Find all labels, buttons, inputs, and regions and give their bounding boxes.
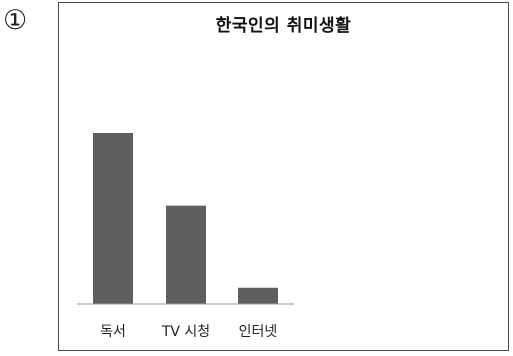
x-tick-label-3: 인터넷 xyxy=(239,324,278,340)
bars-group xyxy=(93,133,278,304)
figure-marker: ① xyxy=(3,5,28,36)
x-tick-label-1: 독서 xyxy=(100,324,126,340)
chart-title: 한국인의 취미생활 xyxy=(215,16,352,36)
x-tick-label-2: TV 시청 xyxy=(161,324,210,340)
bar-3 xyxy=(238,287,278,304)
bar-1 xyxy=(93,133,133,304)
x-tick-labels: 독서 TV 시청 인터넷 xyxy=(100,324,277,340)
chart-frame xyxy=(58,2,509,351)
bar-2 xyxy=(166,205,206,304)
